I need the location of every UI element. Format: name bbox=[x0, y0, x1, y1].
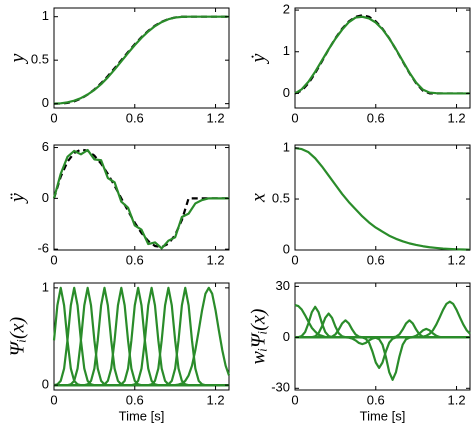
x-tick-label: 0 bbox=[50, 110, 57, 125]
x-tick-label: 1.2 bbox=[447, 252, 465, 267]
data-line bbox=[53, 15, 229, 105]
y-axis-label: Ψᵢ(x) bbox=[7, 316, 29, 356]
y-tick-label: 1 bbox=[283, 43, 290, 58]
y-tick-label: 1 bbox=[283, 139, 290, 154]
axes-frame bbox=[294, 7, 471, 109]
y-tick-label: 0.5 bbox=[272, 190, 290, 205]
y-axis-label: y bbox=[7, 53, 29, 64]
data-line bbox=[294, 15, 470, 95]
data-line bbox=[294, 305, 470, 339]
x-tick-label: 0.6 bbox=[367, 110, 385, 125]
x-tick-label: 0 bbox=[291, 110, 298, 125]
x-tick-label: 1.2 bbox=[206, 110, 224, 125]
x-axis-label: Time [s] bbox=[119, 408, 165, 423]
x-tick-label: 0 bbox=[50, 252, 57, 267]
x-tick-label: 0.6 bbox=[126, 110, 144, 125]
x-tick-label: 1.2 bbox=[447, 392, 465, 407]
x-tick-label: 1.2 bbox=[206, 392, 224, 407]
x-tick-label: 0 bbox=[291, 252, 298, 267]
y-tick-label: 2 bbox=[283, 2, 290, 17]
data-line bbox=[52, 148, 229, 249]
data-line bbox=[295, 300, 471, 339]
y-tick-label: 30 bbox=[276, 278, 290, 293]
y-tick-label: 1 bbox=[42, 279, 49, 294]
x-tick-label: 0.6 bbox=[367, 252, 385, 267]
x-tick-label: 0.6 bbox=[126, 252, 144, 267]
data-line bbox=[53, 15, 229, 105]
y-tick-label: -30 bbox=[271, 380, 290, 395]
x-tick-label: 0.6 bbox=[367, 392, 385, 407]
axes-frame bbox=[53, 7, 230, 109]
data-line bbox=[54, 286, 231, 387]
y-tick-label: 6 bbox=[42, 139, 49, 154]
x-tick-label: 1.2 bbox=[206, 252, 224, 267]
y-tick-label: 0 bbox=[42, 95, 49, 110]
x-tick-label: 0 bbox=[50, 392, 57, 407]
x-tick-label: 0.6 bbox=[126, 392, 144, 407]
data-line bbox=[52, 148, 229, 250]
y-axis-label: ÿ bbox=[7, 193, 29, 204]
y-tick-label: 0.5 bbox=[31, 52, 49, 67]
y-axis-label: wᵢΨᵢ(x) bbox=[248, 308, 270, 364]
x-tick-label: 0 bbox=[291, 392, 298, 407]
x-tick-label: 1.2 bbox=[447, 110, 465, 125]
data-line bbox=[295, 336, 470, 370]
y-axis-label: ẏ bbox=[248, 53, 270, 64]
y-tick-label: 0 bbox=[283, 241, 290, 256]
data-line bbox=[294, 14, 470, 95]
data-line bbox=[295, 336, 470, 381]
y-tick-label: 1 bbox=[42, 8, 49, 23]
x-axis-label: Time [s] bbox=[360, 408, 406, 423]
y-tick-label: 0 bbox=[283, 85, 290, 100]
y-axis-label: x bbox=[248, 193, 270, 203]
data-line bbox=[295, 312, 470, 339]
y-tick-label: 0 bbox=[42, 377, 49, 392]
axes-frame bbox=[294, 144, 471, 251]
y-tick-label: 0 bbox=[42, 190, 49, 205]
y-tick-label: 0 bbox=[283, 329, 290, 344]
data-line bbox=[294, 146, 471, 251]
y-tick-label: -6 bbox=[37, 241, 49, 256]
